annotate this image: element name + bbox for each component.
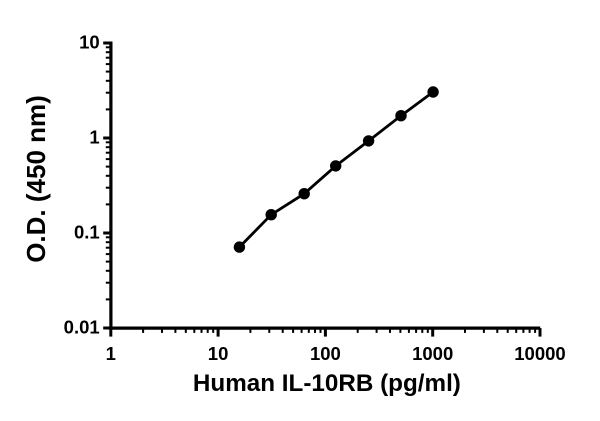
svg-text:O.D. (450 nm): O.D. (450 nm) xyxy=(21,95,51,263)
svg-text:0.01: 0.01 xyxy=(64,317,100,338)
svg-text:0.1: 0.1 xyxy=(74,222,100,243)
svg-text:Human IL-10RB (pg/ml): Human IL-10RB (pg/ml) xyxy=(193,370,461,397)
svg-text:1000: 1000 xyxy=(412,343,453,364)
svg-text:1: 1 xyxy=(106,343,116,364)
svg-text:10: 10 xyxy=(208,343,229,364)
svg-text:1: 1 xyxy=(89,127,99,148)
svg-text:10: 10 xyxy=(79,32,100,53)
svg-text:100: 100 xyxy=(310,343,341,364)
svg-text:10000: 10000 xyxy=(514,343,565,364)
